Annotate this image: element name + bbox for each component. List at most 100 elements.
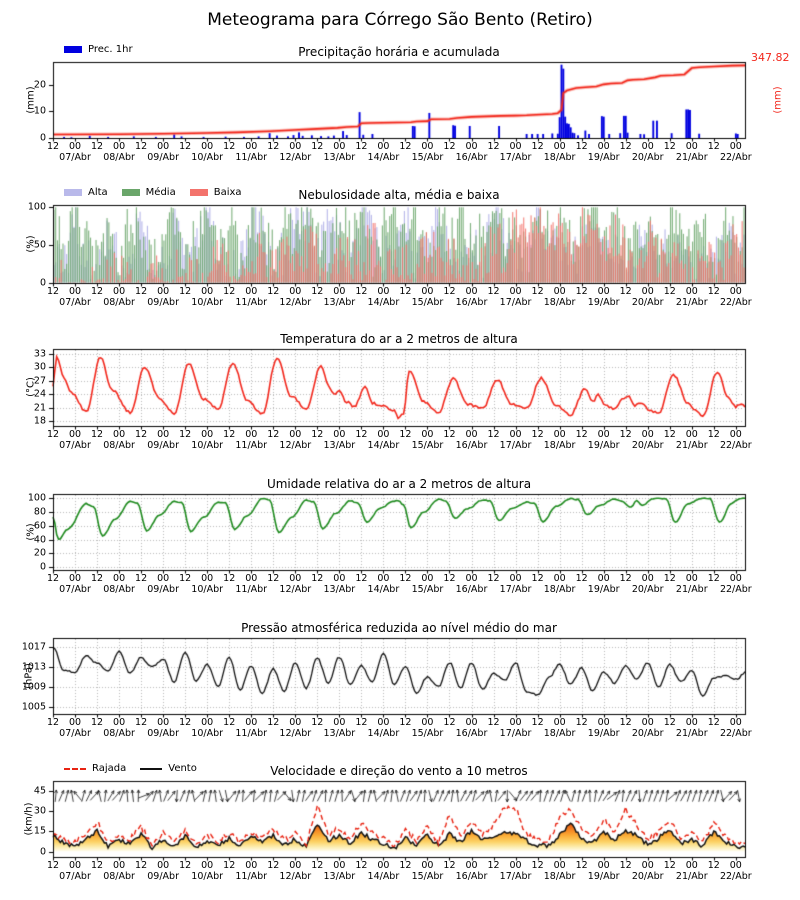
x-tick-label: 00 (68, 141, 82, 152)
x-date-label: 17/Abr (499, 152, 532, 163)
x-tick-label: 00 (553, 141, 566, 152)
x-tick-label: 12 (223, 573, 236, 584)
x-date-label: 17/Abr (499, 728, 532, 739)
x-date-label: 11/Abr (235, 584, 268, 595)
x-tick-label: 12 (619, 573, 632, 584)
x-tick-label: 00 (729, 860, 742, 871)
x-tick-label: 12 (531, 717, 544, 728)
x-tick-label: 00 (245, 860, 258, 871)
x-date-label: 17/Abr (499, 297, 532, 308)
x-tick-label: 12 (311, 141, 324, 152)
x-date-label: 08/Abr (103, 440, 135, 451)
x-tick-label: 00 (641, 860, 654, 871)
x-date-label: 15/Abr (411, 297, 444, 308)
x-tick-label: 12 (135, 573, 148, 584)
x-tick-label: 00 (465, 141, 478, 152)
x-tick-label: 12 (399, 573, 412, 584)
x-date-label: 22/Abr (719, 297, 752, 308)
x-tick-label: 12 (355, 573, 368, 584)
x-date-label: 08/Abr (103, 728, 135, 739)
x-tick-label: 12 (355, 141, 368, 152)
x-tick-label: 12 (267, 429, 280, 440)
x-date-label: 14/Abr (367, 871, 400, 882)
x-tick-label: 00 (68, 429, 82, 440)
x-date-label: 07/Abr (59, 440, 91, 451)
x-date-label: 09/Abr (147, 297, 179, 308)
x-tick-label: 00 (113, 573, 126, 584)
x-date-label: 18/Abr (543, 584, 576, 595)
y-tick-label: 21 (33, 402, 46, 414)
x-tick-label: 00 (333, 717, 346, 728)
y-tick-label: 1009 (21, 681, 46, 693)
x-tick-label: 12 (487, 286, 500, 297)
x-tick-label: 12 (575, 860, 588, 871)
x-tick-label: 12 (179, 141, 192, 152)
x-date-label: 13/Abr (323, 871, 356, 882)
x-tick-label: 00 (289, 573, 302, 584)
x-tick-label: 12 (399, 429, 412, 440)
x-tick-label: 12 (575, 286, 588, 297)
x-tick-label: 00 (157, 286, 170, 297)
x-tick-label: 12 (267, 141, 280, 152)
x-date-label: 08/Abr (103, 871, 135, 882)
x-tick-label: 12 (399, 286, 412, 297)
x-date-label: 07/Abr (59, 728, 91, 739)
cloud-alta-label: Alta (88, 187, 108, 198)
x-tick-label: 00 (289, 860, 302, 871)
y-tick-label: 1017 (21, 641, 46, 653)
x-date-label: 15/Abr (411, 440, 444, 451)
x-date-label: 16/Abr (455, 297, 488, 308)
cloud-media-label: Média (145, 187, 176, 198)
x-tick-label: 12 (663, 286, 676, 297)
x-date-label: 19/Abr (587, 728, 620, 739)
x-tick-label: 12 (355, 860, 368, 871)
x-tick-label: 00 (201, 860, 214, 871)
x-date-label: 11/Abr (235, 440, 268, 451)
x-tick-label: 00 (333, 573, 346, 584)
x-tick-label: 00 (157, 717, 170, 728)
x-tick-label: 12 (179, 429, 192, 440)
y-tick-label: 60 (33, 520, 46, 532)
x-tick-label: 00 (641, 286, 654, 297)
x-date-label: 09/Abr (147, 728, 179, 739)
x-tick-label: 12 (531, 286, 544, 297)
x-date-label: 19/Abr (587, 871, 620, 882)
cloud-media-swatch (121, 189, 140, 196)
x-date-label: 10/Abr (191, 728, 224, 739)
x-tick-label: 00 (333, 429, 346, 440)
x-tick-label: 00 (157, 573, 170, 584)
x-date-label: 18/Abr (543, 728, 576, 739)
x-tick-label: 00 (641, 717, 654, 728)
x-tick-label: 00 (289, 286, 302, 297)
x-tick-label: 00 (201, 717, 214, 728)
x-tick-label: 00 (113, 429, 126, 440)
page-title: Meteograma para Córrego São Bento (Retir… (207, 10, 593, 30)
x-tick-label: 12 (267, 573, 280, 584)
x-date-label: 22/Abr (719, 728, 752, 739)
x-tick-label: 00 (333, 141, 346, 152)
x-date-label: 12/Abr (279, 152, 312, 163)
x-date-label: 12/Abr (279, 584, 312, 595)
x-tick-label: 12 (575, 717, 588, 728)
x-tick-label: 12 (619, 860, 632, 871)
x-tick-label: 12 (399, 717, 412, 728)
x-tick-label: 00 (421, 717, 434, 728)
x-tick-label: 00 (729, 717, 742, 728)
x-tick-label: 12 (311, 286, 324, 297)
x-date-label: 19/Abr (587, 584, 620, 595)
cloud-legend: Alta Média Baixa (64, 187, 256, 198)
x-tick-label: 12 (179, 860, 192, 871)
x-tick-label: 00 (685, 141, 698, 152)
x-tick-label: 00 (377, 429, 390, 440)
wind-legend-swatch (140, 767, 163, 770)
y-tick-label: 45 (33, 784, 46, 796)
x-date-label: 14/Abr (367, 584, 400, 595)
x-date-label: 16/Abr (455, 440, 488, 451)
x-tick-label: 00 (289, 717, 302, 728)
x-date-label: 15/Abr (411, 152, 444, 163)
x-tick-label: 00 (641, 141, 654, 152)
x-date-label: 16/Abr (455, 728, 488, 739)
x-tick-label: 12 (663, 141, 676, 152)
x-date-label: 22/Abr (719, 152, 752, 163)
x-tick-label: 00 (68, 717, 82, 728)
